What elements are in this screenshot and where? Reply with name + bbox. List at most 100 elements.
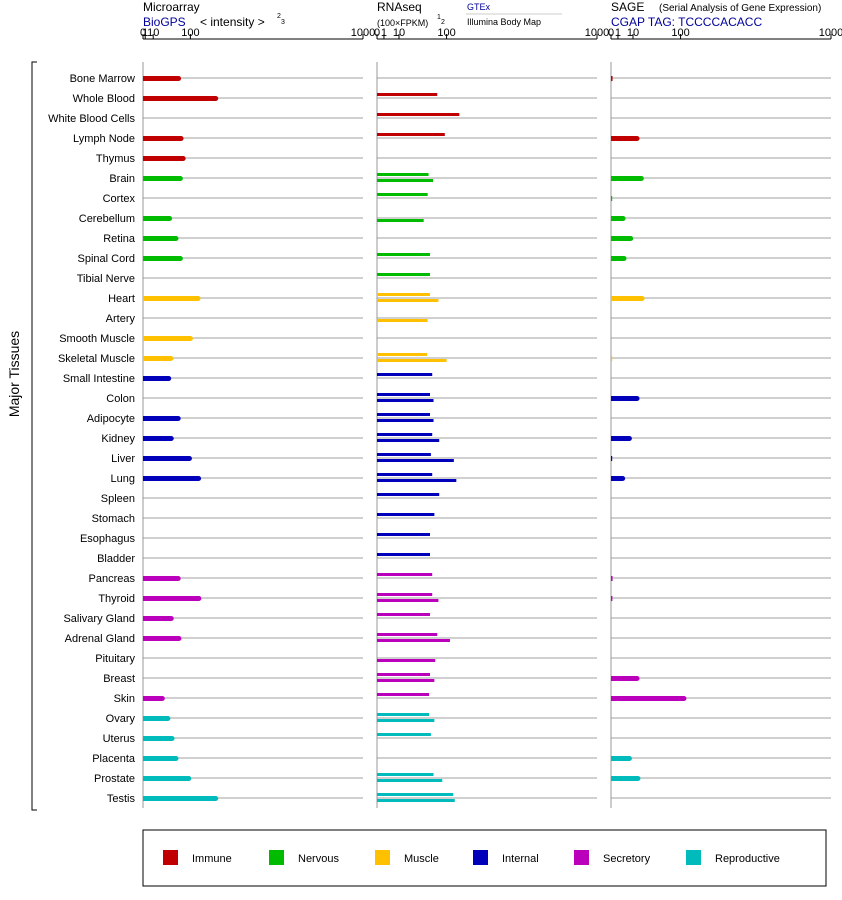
tissue-label-prostate: Prostate — [94, 773, 135, 785]
bar-microarray-testis — [143, 796, 216, 801]
bar-cap — [213, 796, 219, 801]
tissue-label-spleen: Spleen — [101, 493, 135, 505]
y-axis-label: Major Tissues — [6, 331, 22, 417]
y-axis: Major Tissues — [6, 61, 37, 811]
tick-label: 1000 — [351, 27, 375, 39]
bar-rnaseq-adipocyte-0 — [377, 413, 430, 416]
tissue-label-spinal-cord: Spinal Cord — [78, 253, 135, 265]
bar-cap — [176, 76, 182, 81]
legend-item-muscle: Muscle — [375, 850, 439, 865]
bar-cap — [167, 216, 173, 221]
bar-sage-heart — [611, 296, 643, 301]
tissue-label-ovary: Ovary — [106, 713, 136, 725]
bar-rnaseq-heart-1 — [377, 299, 439, 302]
tissue-label-stomach: Stomach — [92, 513, 135, 525]
bar-rnaseq-cortex-0 — [377, 193, 428, 196]
legend-swatch — [574, 850, 589, 865]
bar-rnaseq-skeletal-muscle-0 — [377, 353, 428, 356]
bar-cap — [621, 256, 627, 261]
tissue-label-lymph-node: Lymph Node — [73, 133, 135, 145]
legend-item-immune: Immune — [163, 850, 232, 865]
bar-cap — [168, 356, 174, 361]
cgap-tag-label: CGAP TAG: TCCCCACACC — [611, 15, 762, 29]
bar-microarray-lymph-node — [143, 136, 182, 141]
bar-rnaseq-testis-1 — [377, 799, 455, 802]
bar-rnaseq-small-intestine-0 — [377, 373, 433, 376]
legend-item-secretory: Secretory — [574, 850, 651, 865]
bar-cap — [628, 236, 634, 241]
bar-microarray-whole-blood — [143, 96, 216, 101]
biogps-label: BioGPS — [143, 15, 186, 29]
bar-rnaseq-breast-1 — [377, 679, 435, 682]
microarray-scale-label: < intensity > — [200, 15, 265, 29]
tick-label: 10 — [393, 27, 405, 39]
tissue-label-pituitary: Pituitary — [95, 653, 135, 665]
tick-label: 1 — [381, 27, 387, 39]
tissue-label-skin: Skin — [114, 693, 135, 705]
bar-cap — [635, 776, 641, 781]
tissue-label-kidney: Kidney — [101, 433, 135, 445]
sage-subtitle: (Serial Analysis of Gene Expression) — [659, 3, 821, 14]
tissue-label-smooth-muscle: Smooth Muscle — [59, 333, 135, 345]
bar-microarray-pancreas — [143, 576, 179, 581]
bar-rnaseq-thyroid-1 — [377, 599, 439, 602]
tissue-label-thymus: Thymus — [96, 153, 136, 165]
bar-rnaseq-thyroid-0 — [377, 593, 433, 596]
legend-item-internal: Internal — [473, 850, 539, 865]
tick-label: 100 — [671, 27, 689, 39]
tissue-label-skeletal-muscle: Skeletal Muscle — [58, 353, 135, 365]
bar-microarray-skeletal-muscle — [143, 356, 171, 361]
bar-rnaseq-ovary-1 — [377, 719, 435, 722]
bar-cap — [177, 256, 183, 261]
bar-rnaseq-spleen-0 — [377, 493, 440, 496]
tissue-label-bone-marrow: Bone Marrow — [70, 73, 135, 85]
bar-cap — [169, 736, 175, 741]
bar-rnaseq-ovary-0 — [377, 713, 430, 716]
tissue-label-white-blood-cells: White Blood Cells — [48, 113, 135, 125]
bar-rnaseq-skeletal-muscle-1 — [377, 359, 447, 362]
bar-sage-cerebellum — [611, 216, 624, 221]
microarray-title: Microarray — [143, 0, 200, 14]
bar-microarray-small-intestine — [143, 376, 169, 381]
bar-cap — [638, 176, 644, 181]
bar-microarray-liver — [143, 456, 190, 461]
bar-rnaseq-brain-0 — [377, 173, 429, 176]
bar-rnaseq-cerebellum-1 — [377, 219, 424, 222]
bar-microarray-lung — [143, 476, 199, 481]
bar-rnaseq-pancreas-0 — [377, 573, 433, 576]
bar-sage-brain — [611, 176, 642, 181]
tissue-label-colon: Colon — [106, 393, 135, 405]
bar-microarray-adrenal-gland — [143, 636, 179, 641]
bar-cap — [634, 396, 640, 401]
illumina-label: Illumina Body Map — [467, 17, 541, 27]
bar-microarray-bone-marrow — [143, 76, 179, 81]
bar-microarray-smooth-muscle — [143, 336, 191, 341]
bar-microarray-adipocyte — [143, 416, 179, 421]
bar-rnaseq-stomach-0 — [377, 513, 435, 516]
bar-rnaseq-brain-1 — [377, 179, 434, 182]
bar-rnaseq-testis-0 — [377, 793, 454, 796]
bar-rnaseq-adrenal-gland-1 — [377, 639, 450, 642]
bar-rnaseq-lung-0 — [377, 473, 433, 476]
bar-sage-liver — [611, 456, 613, 461]
bar-rnaseq-spinal-cord-0 — [377, 253, 430, 256]
tissue-label-heart: Heart — [108, 293, 135, 305]
bar-cap — [168, 436, 174, 441]
bar-rnaseq-liver-0 — [377, 453, 431, 456]
legend-label: Internal — [502, 853, 539, 865]
gtex-label: GTEx — [467, 2, 491, 12]
tick-label: 10 — [627, 27, 639, 39]
tick-label: 100 — [437, 27, 455, 39]
bar-cap — [626, 756, 632, 761]
bar-cap — [168, 616, 174, 621]
legend-label: Secretory — [603, 853, 651, 865]
bar-sage-spinal-cord — [611, 256, 625, 261]
bar-rnaseq-breast-0 — [377, 673, 430, 676]
legend-label: Immune — [192, 853, 232, 865]
tissue-label-adipocyte: Adipocyte — [87, 413, 135, 425]
bar-sage-thyroid — [611, 596, 613, 601]
bar-rnaseq-colon-0 — [377, 393, 430, 396]
legend-swatch — [686, 850, 701, 865]
bar-cap — [620, 476, 626, 481]
